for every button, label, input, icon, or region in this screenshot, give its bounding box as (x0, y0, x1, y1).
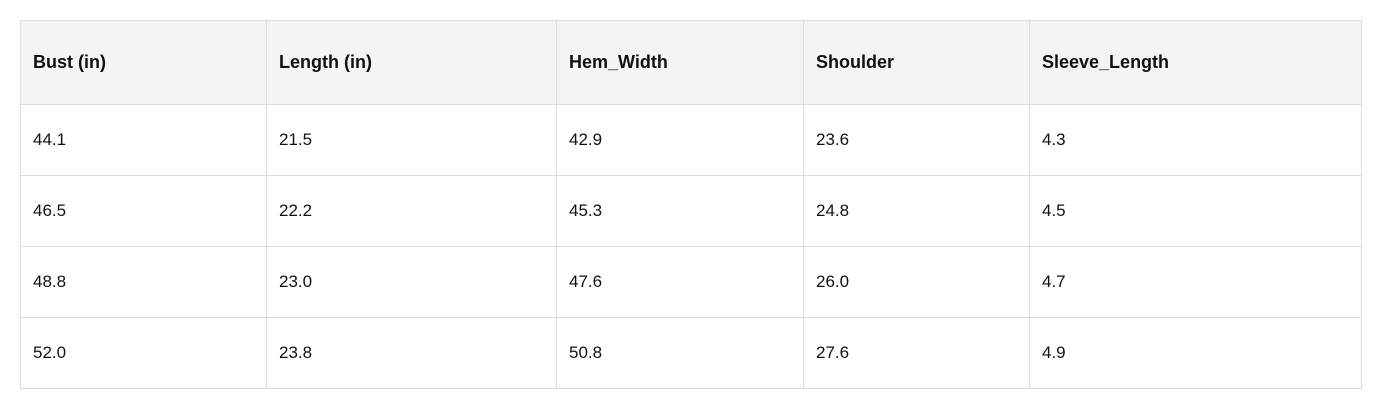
table-cell: 45.3 (556, 175, 804, 247)
table-row: 52.0 23.8 50.8 27.6 4.9 (20, 317, 1362, 389)
table-cell: 22.2 (266, 175, 557, 247)
column-header: Hem_Width (556, 20, 804, 105)
table-cell: 52.0 (20, 317, 267, 389)
table-cell: 23.0 (266, 246, 557, 318)
column-header: Shoulder (803, 20, 1030, 105)
column-header: Length (in) (266, 20, 557, 105)
table-cell: 50.8 (556, 317, 804, 389)
table-cell: 4.9 (1029, 317, 1362, 389)
table-cell: 48.8 (20, 246, 267, 318)
table-row: 46.5 22.2 45.3 24.8 4.5 (20, 175, 1362, 247)
table-cell: 44.1 (20, 104, 267, 176)
size-table: Bust (in) Length (in) Hem_Width Shoulder Sle… (20, 20, 1362, 389)
table-cell: 27.6 (803, 317, 1030, 389)
column-header: Sleeve_Length (1029, 20, 1362, 105)
table-cell: 4.7 (1029, 246, 1362, 318)
table-cell: 46.5 (20, 175, 267, 247)
table-cell: 4.3 (1029, 104, 1362, 176)
table-head: Bust (in) Length (in) Hem_Width Shoulder Sle… (20, 20, 1362, 105)
table-cell: 23.8 (266, 317, 557, 389)
table-cell: 21.5 (266, 104, 557, 176)
table-cell: 42.9 (556, 104, 804, 176)
table-cell: 24.8 (803, 175, 1030, 247)
column-header: Bust (in) (20, 20, 267, 105)
table-cell: 4.5 (1029, 175, 1362, 247)
table-row: 44.1 21.5 42.9 23.6 4.3 (20, 104, 1362, 176)
table-body: 44.1 21.5 42.9 23.6 4.3 46.5 22.2 45.3 24.8 4.5 48… (20, 104, 1362, 389)
table-cell: 26.0 (803, 246, 1030, 318)
header-row: Bust (in) Length (in) Hem_Width Shoulder Sle… (20, 20, 1362, 105)
table-cell: 23.6 (803, 104, 1030, 176)
table-cell: 47.6 (556, 246, 804, 318)
table-row: 48.8 23.0 47.6 26.0 4.7 (20, 246, 1362, 318)
